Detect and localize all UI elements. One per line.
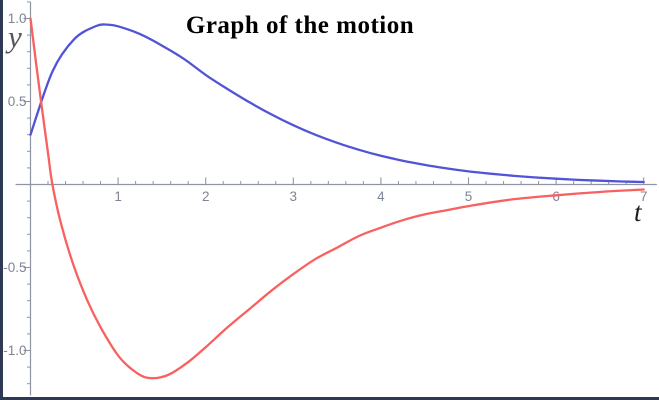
frame-border-left <box>0 0 3 400</box>
x-tick-label: 7 <box>640 189 648 204</box>
x-tick-label: 6 <box>552 189 560 204</box>
y-tick-label: 0.5 <box>8 94 27 109</box>
blue-curve-path <box>29 23 645 184</box>
x-axis-label: t <box>634 197 642 227</box>
y-axis-label: y <box>8 19 22 54</box>
x-tick-label: 1 <box>114 189 122 204</box>
frame-border-bottom <box>0 397 659 400</box>
chart-title: Graph of the motion <box>185 12 415 39</box>
x-tick-label: 2 <box>202 189 210 204</box>
x-tick-label: 4 <box>377 189 385 204</box>
y-tick-label: 1.0 <box>8 11 27 26</box>
y-tick-label: -0.5 <box>3 260 26 275</box>
red-curve-path <box>29 17 645 380</box>
x-tick-label: 3 <box>290 189 298 204</box>
y-tick-label: -1.0 <box>3 343 26 358</box>
x-tick-label: 5 <box>465 189 473 204</box>
